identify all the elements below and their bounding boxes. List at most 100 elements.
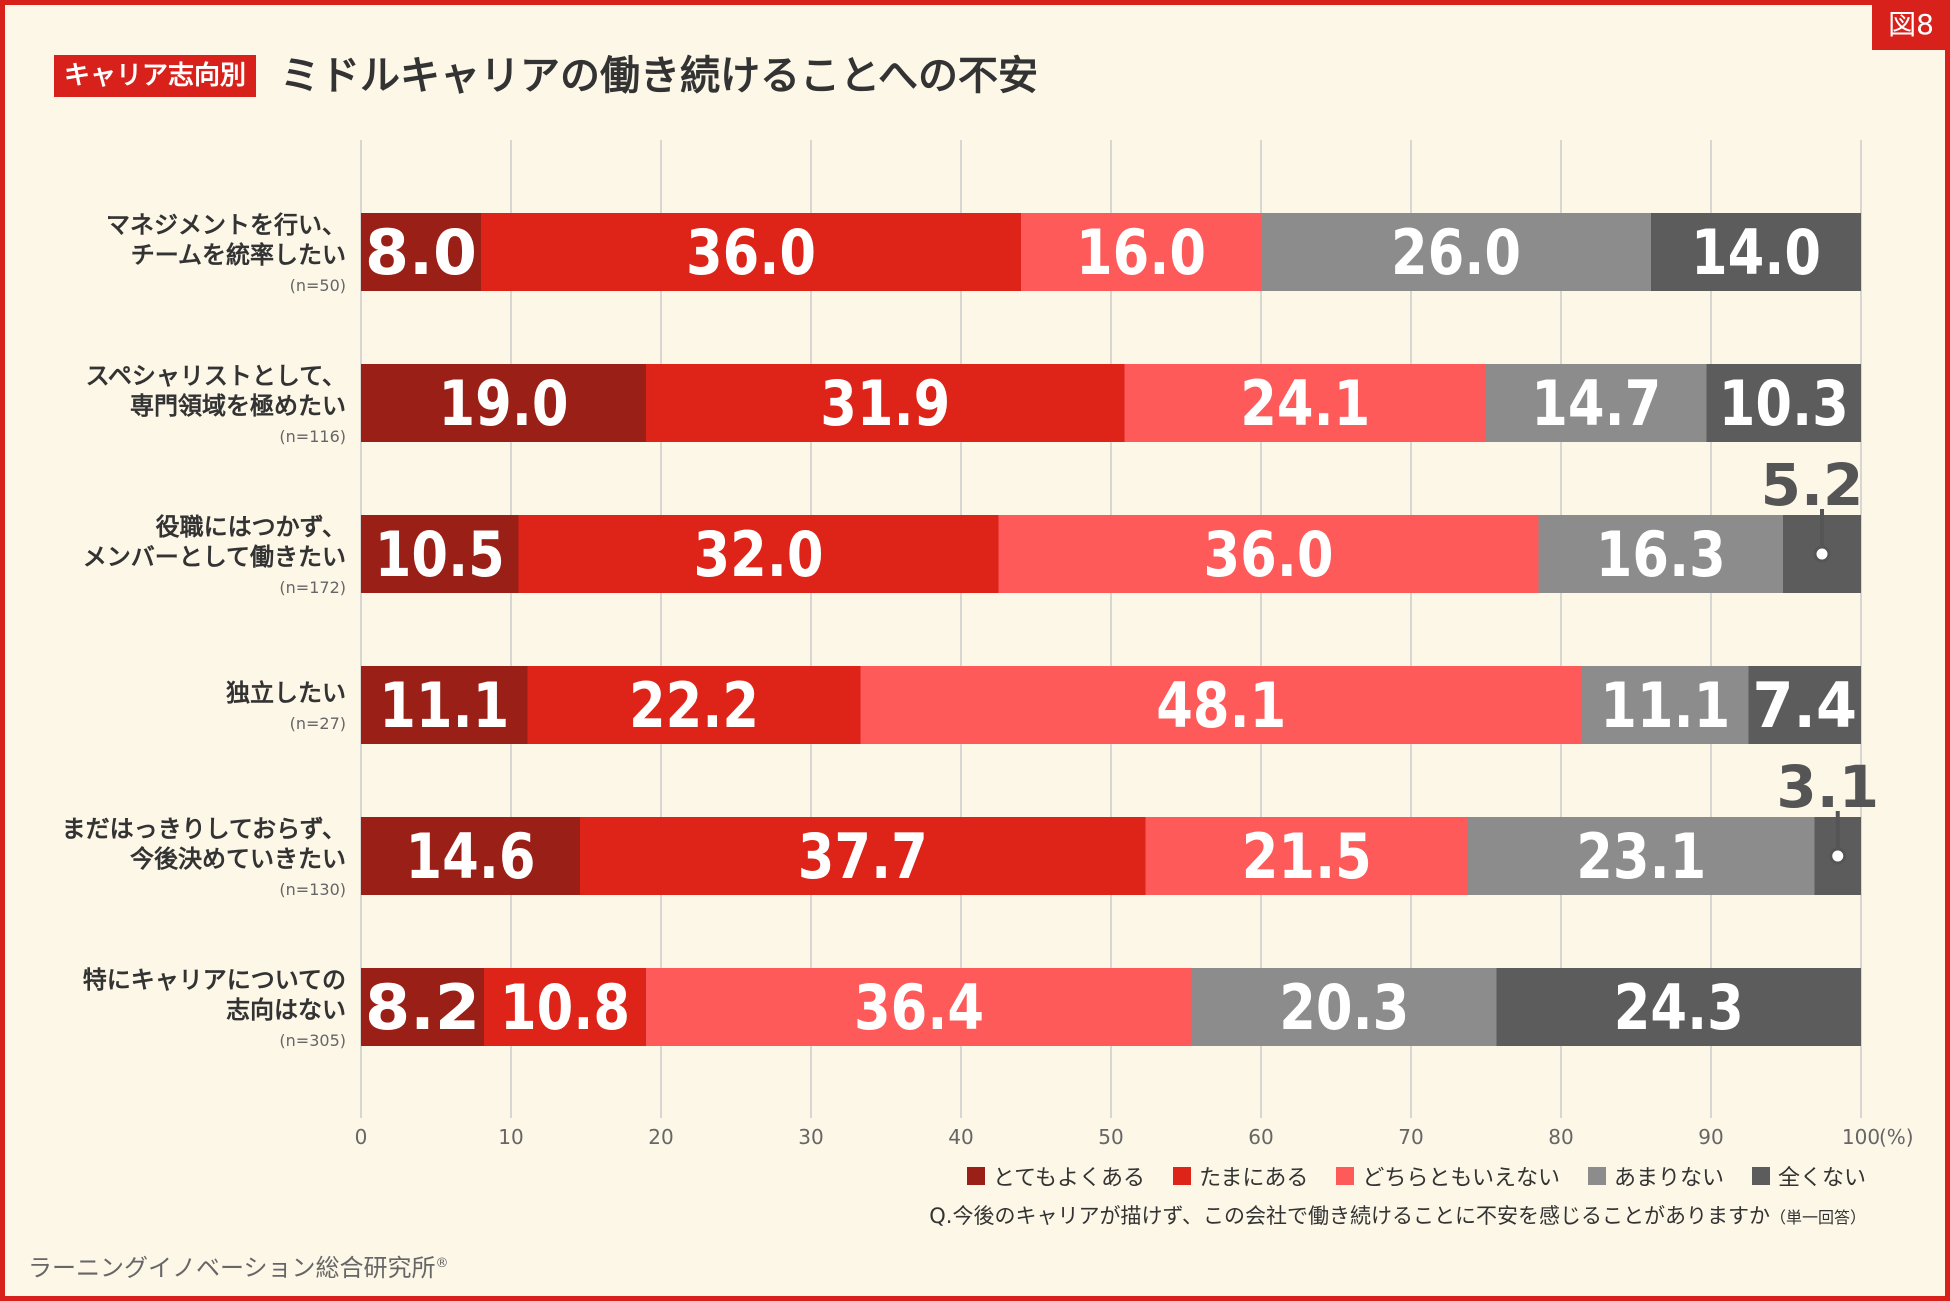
data-label: 31.9: [820, 367, 950, 440]
bar-segment: [1261, 213, 1651, 291]
legend-item-very-often: とてもよくある: [966, 1160, 1146, 1192]
bar-segment: [1021, 213, 1261, 291]
bar-segment: [1706, 364, 1861, 442]
data-label: 8.2: [365, 971, 480, 1044]
registered-mark: ®: [435, 1256, 449, 1271]
bar-segment: [1538, 515, 1783, 593]
category-label: チームを統率したい: [131, 241, 346, 269]
callout-dot: [1829, 847, 1847, 865]
data-label: 7.4: [1753, 669, 1858, 742]
bar-segment: [481, 213, 1021, 291]
legend-swatch: [1587, 1167, 1606, 1185]
bar-segment: [1192, 968, 1497, 1046]
bar-segment: [580, 817, 1146, 895]
legend-label: とてもよくある: [992, 1166, 1146, 1191]
callout-dot: [1813, 545, 1831, 563]
bar-segment: [361, 968, 484, 1046]
bar-segment: [646, 968, 1192, 1046]
x-tick-label: 50: [1098, 1125, 1123, 1149]
bar-segment: [860, 666, 1582, 744]
category-label: 独立したい: [226, 679, 346, 707]
x-tick-label: 20: [648, 1125, 673, 1149]
bar-segment: [361, 364, 646, 442]
source-text: ラーニングイノベーション総合研究所: [28, 1254, 436, 1282]
bar-segment: [1748, 666, 1861, 744]
data-label-callout: 3.1: [1776, 753, 1879, 821]
bar-segment: [1468, 817, 1815, 895]
category-label: 役職にはつかず、: [156, 513, 346, 541]
bar-segment: [527, 666, 861, 744]
bar-segment: [1582, 666, 1749, 744]
legend-label: 全くない: [1777, 1166, 1866, 1191]
category-n-label: (n=50): [290, 276, 346, 295]
x-tick-label: 70: [1398, 1125, 1423, 1149]
bar-segment: [484, 968, 646, 1046]
data-label: 16.3: [1596, 518, 1726, 591]
legend-item-never: 全くない: [1751, 1160, 1866, 1192]
x-tick-label: 40: [948, 1125, 973, 1149]
bar-segment: [361, 515, 519, 593]
legend-swatch: [1173, 1167, 1192, 1185]
legend-label: たまにある: [1199, 1166, 1309, 1191]
category-label: マネジメントを行い、: [106, 211, 346, 239]
bar-segment: [1486, 364, 1707, 442]
x-tick-label: 80: [1548, 1125, 1573, 1149]
legend-label: どちらともいえない: [1362, 1166, 1560, 1191]
data-label: 24.3: [1614, 971, 1744, 1044]
data-label: 14.7: [1531, 367, 1661, 440]
data-label: 10.5: [375, 518, 505, 591]
data-label: 14.0: [1691, 216, 1821, 289]
data-label: 36.4: [854, 971, 984, 1044]
legend-item-rarely: あまりない: [1587, 1160, 1724, 1192]
x-tick-label: 100: [1842, 1125, 1880, 1149]
category-label: スペシャリストとして、: [86, 362, 346, 390]
bar-segment: [518, 515, 999, 593]
x-tick-label: 90: [1698, 1125, 1723, 1149]
bar-segment: [998, 515, 1539, 593]
figure-number-label: 図8: [1872, 0, 1950, 50]
data-label: 21.5: [1242, 820, 1372, 893]
bar-segment: [1124, 364, 1486, 442]
bar-segment: [361, 666, 528, 744]
x-unit-label: (%): [1879, 1125, 1914, 1149]
data-label: 14.6: [406, 820, 536, 893]
category-label: まだはっきりしておらず、: [62, 815, 346, 843]
bar-segment: [361, 213, 481, 291]
data-label: 48.1: [1156, 669, 1286, 742]
data-label: 23.1: [1576, 820, 1706, 893]
data-label: 20.3: [1279, 971, 1409, 1044]
category-label: 専門領域を極めたい: [130, 392, 346, 420]
data-label: 36.0: [686, 216, 816, 289]
data-label: 32.0: [694, 518, 824, 591]
category-n-label: (n=130): [279, 880, 346, 899]
category-n-label: (n=172): [279, 578, 346, 597]
x-tick-label: 30: [798, 1125, 823, 1149]
legend-label: あまりない: [1613, 1166, 1724, 1191]
survey-question: Q.今後のキャリアが描けず、この会社で働き続けることに不安を感じることがあります…: [929, 1200, 1866, 1230]
legend-swatch: [1336, 1167, 1355, 1185]
bar-segment: [361, 817, 580, 895]
data-label: 19.0: [439, 367, 569, 440]
question-text: Q.今後のキャリアが描けず、この会社で働き続けることに不安を感じることがあります…: [929, 1204, 1770, 1228]
data-label: 10.8: [500, 971, 630, 1044]
legend-swatch: [1751, 1167, 1770, 1185]
category-label: 志向はない: [226, 996, 346, 1024]
category-label: 今後決めていきたい: [130, 845, 346, 873]
data-label: 24.1: [1240, 367, 1370, 440]
category-label: メンバーとして働きたい: [83, 543, 346, 571]
legend-item-neutral: どちらともいえない: [1336, 1160, 1560, 1192]
data-label: 10.3: [1719, 367, 1849, 440]
legend-item-sometimes: たまにある: [1173, 1160, 1308, 1192]
category-label: 特にキャリアについての: [83, 966, 346, 994]
source-credit: ラーニングイノベーション総合研究所®: [28, 1248, 449, 1283]
category-n-label: (n=116): [279, 427, 346, 446]
data-label: 11.1: [379, 669, 509, 742]
category-n-label: (n=305): [279, 1031, 346, 1050]
data-label: 8.0: [365, 216, 477, 289]
data-label: 26.0: [1391, 216, 1521, 289]
x-tick-label: 10: [498, 1125, 523, 1149]
data-label: 37.7: [798, 820, 928, 893]
data-label: 22.2: [629, 669, 759, 742]
bar-segment: [1145, 817, 1468, 895]
